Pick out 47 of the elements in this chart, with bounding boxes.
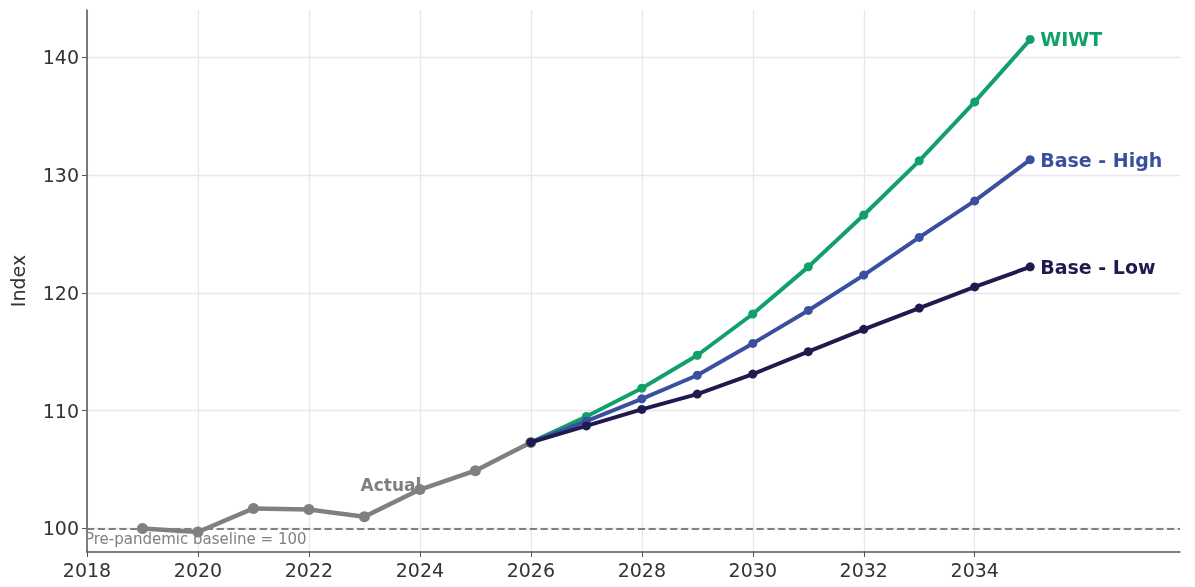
- x-tick-label: 2032: [839, 558, 888, 581]
- point: [914, 156, 924, 166]
- x-tick-label: 2020: [173, 558, 223, 581]
- y-tick-label: 110: [42, 399, 79, 422]
- point: [970, 282, 980, 292]
- point: [803, 262, 813, 272]
- point: [748, 338, 758, 348]
- y-axis-title: Index: [6, 254, 29, 308]
- point: [358, 511, 370, 523]
- point: [637, 383, 647, 393]
- series-label: WIWT: [1040, 28, 1103, 51]
- point: [581, 421, 591, 431]
- point: [469, 465, 481, 477]
- y-tick-label: 130: [42, 163, 79, 186]
- point: [970, 97, 980, 107]
- point: [692, 370, 702, 380]
- point: [1025, 155, 1035, 165]
- point: [247, 502, 259, 514]
- x-tick-label: 2022: [284, 558, 334, 581]
- y-tick-label: 120: [42, 281, 79, 304]
- point: [970, 196, 980, 206]
- y-tick-label: 100: [42, 517, 79, 540]
- y-tick-label: 140: [42, 46, 79, 69]
- x-tick-label: 2026: [506, 558, 556, 581]
- point: [914, 303, 924, 313]
- point: [637, 394, 647, 404]
- point: [748, 309, 758, 319]
- x-tick-label: 2024: [395, 558, 445, 581]
- point: [692, 350, 702, 360]
- series-label: Base - Low: [1040, 255, 1156, 278]
- point: [859, 270, 869, 280]
- x-tick-label: 2034: [950, 558, 999, 581]
- x-tick-label: 2030: [728, 558, 777, 581]
- x-tick-label: 2028: [617, 558, 666, 581]
- point: [692, 389, 702, 399]
- point: [1025, 262, 1035, 272]
- point: [637, 404, 647, 414]
- point: [803, 305, 813, 315]
- series-label: Base - High: [1040, 148, 1163, 171]
- point: [803, 347, 813, 357]
- point: [859, 324, 869, 334]
- point: [859, 210, 869, 220]
- point: [914, 232, 924, 242]
- point: [1025, 34, 1035, 44]
- point: [303, 504, 315, 516]
- x-tick-label: 2018: [62, 558, 112, 581]
- point: [748, 369, 758, 379]
